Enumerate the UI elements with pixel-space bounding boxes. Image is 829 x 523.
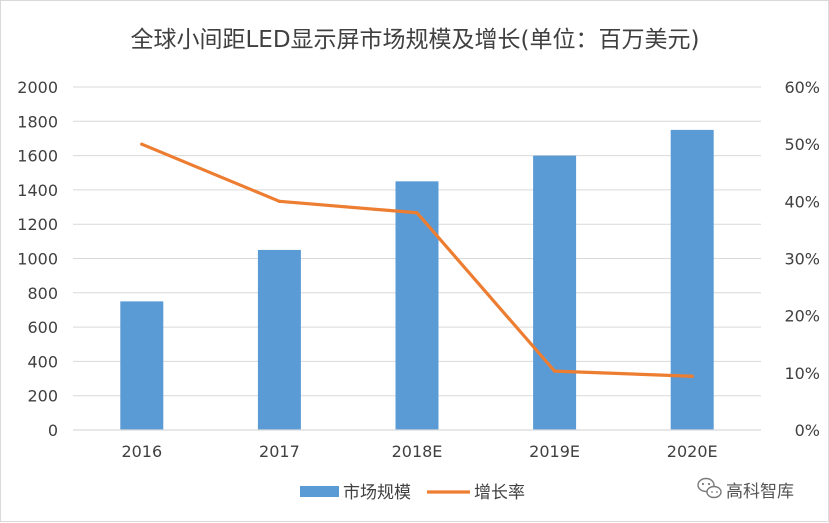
y-left-tick-label: 400 (27, 352, 58, 371)
y-left-tick-label: 1600 (17, 147, 58, 166)
y-right-tick-label: 10% (784, 364, 820, 383)
wechat-icon (697, 477, 722, 499)
line-point (140, 142, 144, 146)
x-tick-label: 2017 (259, 442, 300, 461)
y-left-tick-label: 800 (27, 284, 58, 303)
watermark-text: 高科智库 (726, 482, 794, 502)
y-left-tick-label: 1200 (17, 215, 58, 234)
y-left-tick-label: 600 (27, 318, 58, 337)
y-right-tick-label: 0% (795, 421, 820, 440)
x-tick-label: 2019E (529, 442, 580, 461)
chart-title: 全球小间距LED显示屏市场规模及增长(单位：百万美元) (130, 27, 699, 53)
y-right-tick-label: 50% (784, 135, 820, 154)
bar (533, 155, 577, 430)
legend: 市场规模 增长率 (300, 483, 525, 503)
bar (670, 129, 714, 430)
bar (120, 301, 164, 430)
y-left-tick-label: 200 (27, 387, 58, 406)
x-tick-label: 2016 (121, 442, 162, 461)
y-left-tick-label: 0 (48, 421, 58, 440)
bar (395, 181, 439, 430)
watermark: 高科智库 (697, 477, 794, 502)
line-point (553, 369, 557, 373)
x-tick-label: 2018E (392, 442, 443, 461)
x-axis: 2016 2017 2018E 2019E 2020E (73, 429, 761, 461)
right-axis: 0% 10% 20% 30% 40% 50% 60% (784, 78, 820, 440)
legend-label-line: 增长率 (474, 483, 525, 503)
legend-swatch-bar (300, 486, 339, 497)
y-right-tick-label: 60% (784, 78, 820, 97)
y-right-tick-label: 20% (784, 307, 820, 326)
left-axis: 0 200 400 600 800 1000 1200 1400 1600 1800 2000 (17, 78, 58, 440)
line-point (415, 211, 419, 215)
y-left-tick-label: 1000 (17, 250, 58, 269)
bar (257, 249, 301, 430)
line-series (140, 142, 694, 378)
line-point (690, 374, 694, 378)
y-left-tick-label: 2000 (17, 78, 58, 97)
y-right-tick-label: 40% (784, 192, 820, 211)
bar-series (120, 129, 714, 430)
x-tick-label: 2020E (667, 442, 718, 461)
y-right-tick-label: 30% (784, 250, 820, 269)
y-left-tick-label: 1400 (17, 181, 58, 200)
line-point (277, 199, 281, 203)
legend-label-bar: 市场规模 (343, 483, 411, 503)
y-left-tick-label: 1800 (17, 112, 58, 131)
